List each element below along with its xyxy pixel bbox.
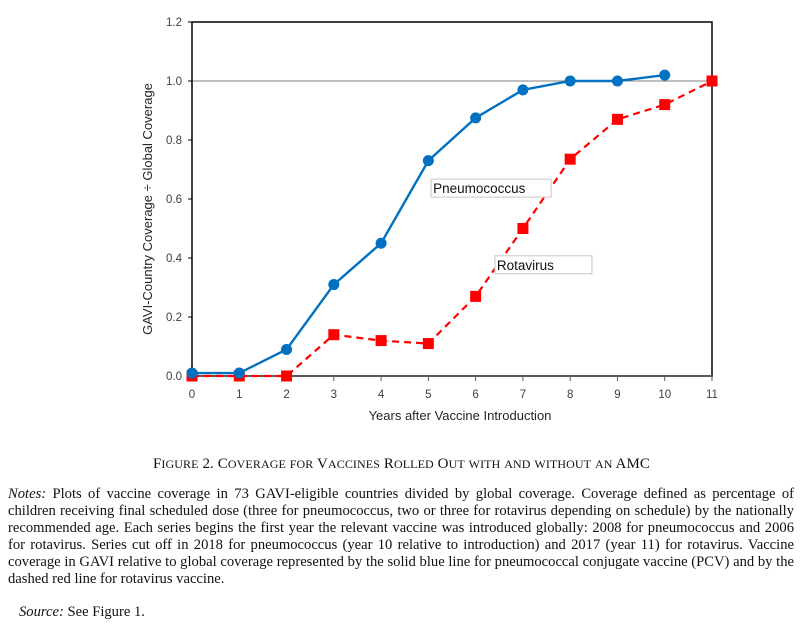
annotation-label: Pneumococcus: [433, 181, 526, 196]
pneumococcus-line: [192, 73, 665, 375]
caption-cap: V: [317, 456, 328, 472]
y-tick-label: 0.0: [166, 371, 182, 383]
rotavirus-point: [564, 153, 576, 165]
caption-word: VACCINES: [317, 456, 380, 472]
source-label: Source:: [19, 604, 64, 620]
pneumococcus-point: [422, 155, 434, 167]
pneumococcus-point: [233, 367, 245, 379]
y-tick-label: 0.2: [166, 312, 182, 324]
annotation-pneumococcus: Pneumococcus: [430, 178, 552, 198]
figure-caption: FIGURE 2. COVERAGE FOR VACCINES ROLLED O…: [0, 456, 803, 473]
caption-smallcaps: UT: [448, 457, 465, 471]
pneumococcus-point: [659, 69, 671, 81]
caption-smallcaps: AND: [504, 457, 531, 471]
x-axis-ticks: 0 1 2 3 4 5 6 7 8 9 10 11: [189, 376, 718, 401]
pneumococcus-point: [564, 75, 576, 87]
caption-word: AN: [595, 456, 613, 472]
annotation-box: [430, 178, 552, 198]
caption-smallcaps: FOR: [289, 457, 314, 471]
caption-cap: R: [383, 456, 394, 472]
pneumococcus-point: [281, 343, 293, 355]
x-tick-label: 0: [189, 389, 195, 401]
caption-word: WITH: [469, 456, 501, 472]
caption-word: AMC: [616, 456, 650, 472]
caption-smallcaps: WITHOUT: [534, 457, 592, 471]
x-tick-label: 9: [614, 389, 620, 401]
rotavirus-point: [706, 75, 718, 87]
annotation-box: [494, 255, 593, 275]
caption-word: AND: [504, 456, 530, 472]
caption-smallcaps: ACCINES: [327, 457, 380, 471]
notes-text: Plots of vaccine coverage in 73 GAVI-eli…: [8, 486, 794, 587]
pneumococcus-point: [517, 84, 529, 96]
series-layer: [186, 69, 718, 382]
caption-word: COVERAGE: [218, 456, 286, 472]
caption-word: FOR: [290, 456, 314, 472]
rotavirus-point: [422, 338, 434, 350]
caption-word: WITHOUT: [534, 456, 591, 472]
x-tick-label: 7: [520, 389, 526, 401]
caption-figure-number: 2.: [202, 456, 214, 472]
pneumococcus-point: [611, 75, 623, 87]
y-tick-label: 1.0: [166, 76, 182, 88]
pneumococcus-point: [186, 367, 198, 379]
rotavirus-point: [611, 113, 623, 125]
rotavirus-point: [517, 223, 529, 234]
chart: 0.0 0.2 0.4 0.6 0.8 1.0 1.2 0 1 2 3 4 5 6 7 8 9 10 11 Pne…: [140, 17, 718, 423]
series-pneumococcus: [186, 69, 671, 379]
x-axis-title: Years after Vaccine Introduction: [369, 408, 552, 423]
caption-smallcaps: IGURE: [161, 457, 199, 471]
caption-smallcaps: OLLED: [393, 457, 434, 471]
pneumococcus-point: [470, 112, 482, 124]
figure-notes: Notes: Plots of vaccine coverage in 73 G…: [8, 486, 794, 588]
y-axis-ticks: 0.0 0.2 0.4 0.6 0.8 1.0 1.2: [166, 17, 192, 383]
pneumococcus-point: [375, 237, 387, 249]
caption-cap: F: [152, 456, 162, 472]
caption-smallcaps: WITH: [468, 457, 501, 471]
x-tick-label: 1: [236, 389, 242, 401]
figure-source: Source: See Figure 1.: [19, 604, 145, 621]
caption-word: OUT: [438, 456, 465, 472]
y-tick-label: 1.2: [166, 17, 182, 29]
y-tick-label: 0.6: [166, 194, 182, 206]
x-tick-label: 8: [567, 389, 573, 401]
rotavirus-point: [470, 290, 482, 302]
rotavirus-point: [281, 370, 293, 382]
caption-smallcaps: AN: [594, 457, 613, 471]
rotavirus-point: [328, 329, 340, 341]
caption-word: ROLLED: [384, 456, 434, 472]
x-tick-label: 4: [378, 389, 385, 401]
caption-cap: C: [217, 456, 228, 472]
annotation-label: Rotavirus: [497, 258, 554, 273]
rotavirus-point: [659, 99, 671, 111]
rotavirus-line: [192, 80, 713, 378]
x-tick-label: 11: [706, 389, 718, 401]
x-tick-label: 3: [331, 389, 337, 401]
y-tick-label: 0.8: [166, 135, 182, 147]
rotavirus-point: [375, 335, 387, 347]
caption-title: COVERAGE FOR VACCINES ROLLED OUT WITH AN…: [218, 456, 650, 472]
caption-cap: O: [437, 456, 449, 472]
caption-smallcaps: OVERAGE: [227, 457, 286, 471]
caption-cap: AMC: [615, 456, 651, 472]
source-text: See Figure 1.: [67, 604, 145, 620]
annotations: Pneumococcus Rotavirus: [430, 178, 593, 275]
x-tick-label: 6: [472, 389, 478, 401]
y-axis-title: GAVI-Country Coverage ÷ Global Coverage: [140, 83, 155, 335]
x-tick-label: 10: [658, 389, 671, 401]
x-tick-label: 2: [283, 389, 289, 401]
annotation-rotavirus: Rotavirus: [494, 255, 593, 275]
x-tick-label: 5: [425, 389, 431, 401]
plot-frame: [191, 21, 713, 377]
y-tick-label: 0.4: [166, 253, 183, 265]
series-rotavirus: [186, 75, 718, 382]
caption-figure-label: FIGURE: [153, 456, 199, 472]
notes-label: Notes:: [8, 486, 47, 502]
pneumococcus-point: [328, 279, 340, 291]
